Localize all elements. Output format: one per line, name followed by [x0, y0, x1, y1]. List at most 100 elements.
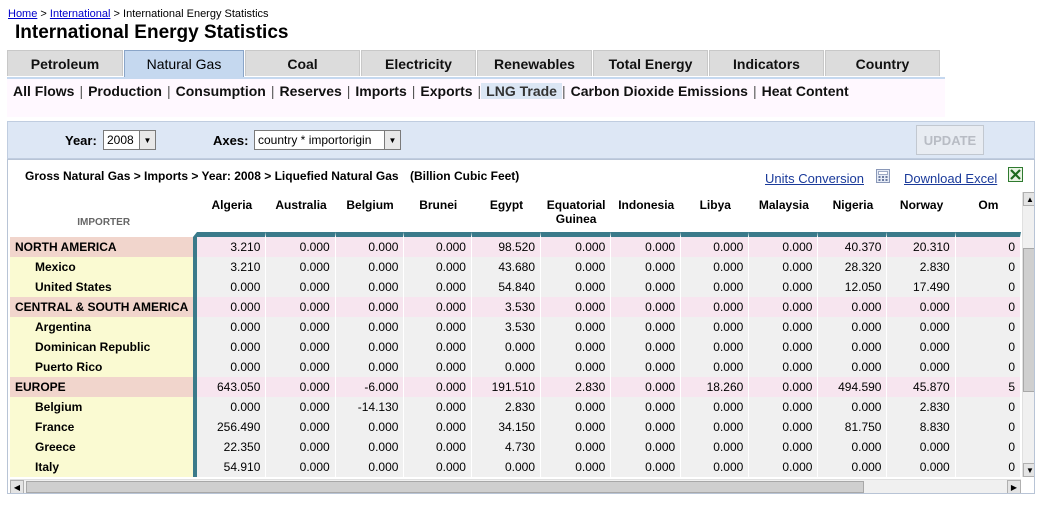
subnav-all-flows[interactable]: All Flows [13, 83, 75, 99]
excel-icon[interactable] [1008, 167, 1023, 182]
table-cell: 0.000 [541, 457, 612, 477]
table-cell: 0.000 [749, 417, 819, 437]
arrow-down-icon[interactable]: ▼ [1023, 463, 1034, 477]
table-cell: 643.050 [197, 377, 267, 397]
table-cell: 0.000 [197, 317, 267, 337]
table-cell: 0.000 [197, 397, 267, 417]
table-cell: 0.000 [681, 257, 750, 277]
table-cell: 0.000 [749, 357, 819, 377]
breadcrumb-international-link[interactable]: International [49, 8, 111, 20]
tab-renewables[interactable]: Renewables [477, 50, 592, 76]
subnav-exports[interactable]: Exports [420, 83, 473, 99]
table-cell: 0.000 [749, 457, 819, 477]
table-cell: 0.000 [335, 337, 405, 357]
axes-label: Axes: [213, 133, 249, 148]
sub-navigation: All Flows | Production | Consumption | Reserve… [7, 77, 945, 117]
arrow-right-icon[interactable]: ▶ [1007, 480, 1021, 493]
table-unit: (Billion Cubic Feet) [409, 169, 520, 183]
update-button[interactable]: UPDATE [916, 125, 984, 155]
tab-coal[interactable]: Coal [245, 50, 360, 76]
table-cell: 0 [955, 397, 1021, 417]
tab-indicators[interactable]: Indicators [709, 50, 824, 76]
table-cell: 0.000 [541, 232, 612, 257]
table-cell: 0.000 [541, 277, 612, 297]
table-cell: 2.830 [887, 257, 956, 277]
country-row: Italy 54.910 0.000 0.000 0.000 0.000 0.000 0.00… [10, 457, 1021, 477]
subnav-separator: | [166, 83, 171, 99]
table-cell: 0.000 [404, 232, 472, 257]
table-cell: 0.000 [541, 257, 612, 277]
filter-bar: Year: 2008 ▼ Axes: country * importorigi… [7, 121, 1035, 159]
table-cell: 0 [955, 437, 1021, 457]
subnav-imports[interactable]: Imports [355, 83, 407, 99]
arrow-left-icon[interactable]: ◀ [10, 480, 24, 493]
main-tabs: Petroleum Natural Gas Coal Electricity Renew… [7, 50, 941, 77]
table-cell: 0.000 [749, 257, 819, 277]
table-cell: 0.000 [541, 357, 612, 377]
chevron-down-icon: ▼ [139, 131, 155, 149]
table-cell: 0.000 [266, 357, 336, 377]
vertical-scrollbar[interactable]: ▲ ▼ [1022, 192, 1034, 477]
subnav-lng-trade[interactable]: LNG Trade [481, 83, 562, 99]
table-cell: 0.000 [197, 297, 267, 317]
row-label: Puerto Rico [10, 357, 198, 377]
subnav-heat-content[interactable]: Heat Content [761, 83, 849, 99]
year-label: Year: [65, 133, 97, 148]
tab-electricity[interactable]: Electricity [361, 50, 476, 76]
country-row: Mexico 3.210 0.000 0.000 0.000 43.680 0.000 0.0… [10, 257, 1021, 277]
data-panel: Gross Natural Gas > Imports > Year: 2008… [7, 159, 1035, 494]
table-cell: 0.000 [887, 357, 956, 377]
table-cell: 45.870 [887, 377, 956, 397]
country-row: Argentina 0.000 0.000 0.000 0.000 3.530 0.000 0… [10, 317, 1021, 337]
units-conversion-link[interactable]: Units Conversion [765, 171, 864, 186]
subnav-consumption[interactable]: Consumption [175, 83, 266, 99]
breadcrumb-separator: > [40, 8, 47, 20]
axes-select[interactable]: country * importorigin ▼ [254, 130, 401, 150]
table-cell: 0.000 [404, 337, 472, 357]
table-cell: 43.680 [471, 257, 542, 277]
download-excel-link[interactable]: Download Excel [904, 171, 998, 186]
table-cell: 0.000 [266, 337, 336, 357]
row-label: France [10, 417, 198, 437]
calculator-icon[interactable] [876, 169, 890, 183]
table-cell: 0.000 [266, 317, 336, 337]
table-cell: 0.000 [611, 357, 682, 377]
table-cell: 5 [955, 377, 1021, 397]
tab-country[interactable]: Country [825, 50, 940, 76]
table-cell: 0.000 [404, 257, 472, 277]
table-heading-text: Gross Natural Gas > Imports > Year: 2008… [25, 169, 399, 183]
column-header-libya: Libya [699, 198, 731, 212]
table-cell: -6.000 [335, 377, 405, 397]
table-cell: 0.000 [681, 417, 750, 437]
subnav-production[interactable]: Production [88, 83, 162, 99]
subnav-reserves[interactable]: Reserves [279, 83, 342, 99]
table-cell: 0.000 [335, 457, 405, 477]
table-cell: 0.000 [681, 457, 750, 477]
tab-natural-gas[interactable]: Natural Gas [124, 50, 244, 77]
tab-total-energy[interactable]: Total Energy [593, 50, 708, 76]
table-cell: 0.000 [266, 257, 336, 277]
table-cell: 0.000 [818, 357, 888, 377]
table-cell: 0.000 [471, 357, 542, 377]
breadcrumb-current: International Energy Statistics [123, 8, 269, 20]
data-table: IMPORTER Algeria Australia Belgium Brunei Egy… [10, 192, 1021, 477]
horizontal-scroll-thumb[interactable] [26, 481, 864, 493]
table-cell: 0.000 [197, 337, 267, 357]
vertical-scroll-thumb[interactable] [1023, 248, 1034, 392]
table-cell: 0.000 [335, 417, 405, 437]
year-select[interactable]: 2008 ▼ [103, 130, 156, 150]
tab-petroleum[interactable]: Petroleum [7, 50, 123, 76]
table-cell: 8.830 [887, 417, 956, 437]
subnav-carbon-dioxide-emissions[interactable]: Carbon Dioxide Emissions [570, 83, 748, 99]
horizontal-scrollbar[interactable]: ◀ ▶ [10, 479, 1021, 493]
table-cell: 494.590 [818, 377, 888, 397]
table-cell: 40.370 [818, 232, 888, 257]
breadcrumb-home-link[interactable]: Home [8, 8, 38, 20]
breadcrumb: Home > International > International Ene… [8, 8, 269, 21]
arrow-up-icon[interactable]: ▲ [1023, 192, 1034, 206]
table-cell: 0.000 [471, 337, 542, 357]
table-cell: 0.000 [749, 377, 819, 397]
table-cell: 18.260 [681, 377, 750, 397]
table-cell: 0.000 [611, 337, 682, 357]
table-cell: 0.000 [818, 437, 888, 457]
